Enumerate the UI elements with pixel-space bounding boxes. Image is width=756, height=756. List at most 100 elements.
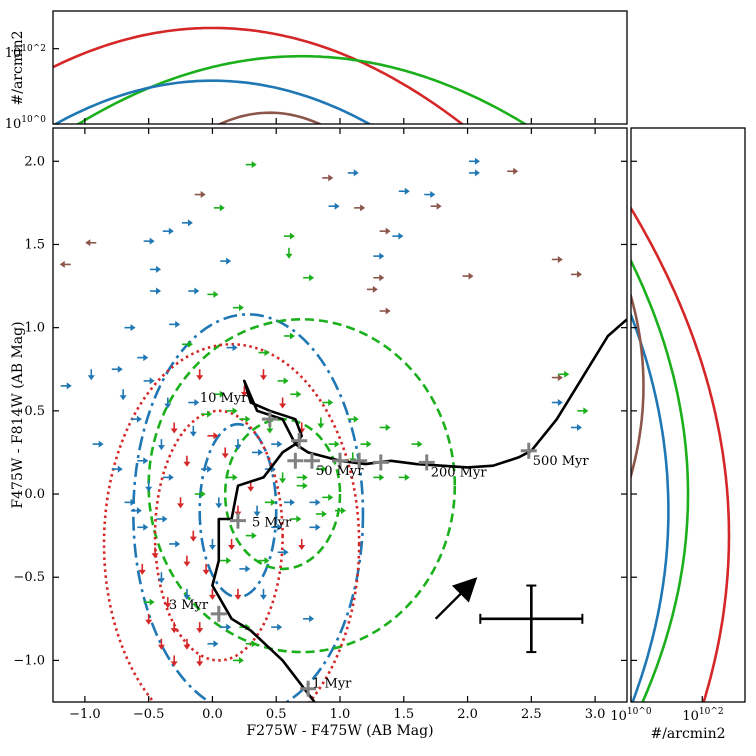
- top-curve-blue: [53, 79, 372, 124]
- limit-arrow-head: [207, 465, 213, 473]
- limit-arrow-head: [398, 232, 404, 240]
- data-point: [271, 440, 283, 448]
- data-point: [392, 232, 404, 240]
- reddening-vector: [434, 577, 478, 620]
- limit-arrow-head: [259, 375, 267, 381]
- limit-arrow-head: [557, 374, 563, 382]
- data-point: [283, 498, 295, 506]
- cluster-points: [59, 157, 589, 667]
- data-point: [164, 597, 172, 609]
- data-point: [162, 227, 174, 235]
- limit-arrow-head: [194, 287, 200, 295]
- data-point: [143, 598, 155, 606]
- data-point: [228, 538, 236, 550]
- data-point: [379, 423, 391, 431]
- data-point: [137, 354, 149, 362]
- right-marginal-panel: 1010^0 1010^2 #/arcmin2: [610, 127, 746, 742]
- data-point: [303, 274, 315, 282]
- limit-arrow-head: [157, 578, 165, 584]
- model-track: [211, 318, 627, 702]
- data-point: [111, 465, 123, 473]
- data-point: [322, 493, 334, 501]
- limit-arrow-head: [321, 510, 327, 518]
- limit-arrow-head: [232, 473, 238, 481]
- limit-arrow-head: [334, 440, 340, 448]
- xtick-label: 0.0: [202, 707, 223, 722]
- data-point: [208, 588, 216, 600]
- limit-arrow-head: [196, 661, 204, 667]
- age-label: 1 Myr: [312, 677, 352, 692]
- limit-arrow-head: [296, 390, 302, 398]
- right-curve-brown: [631, 291, 645, 481]
- limit-arrow-head: [145, 486, 153, 492]
- data-point: [277, 377, 289, 385]
- limit-arrow-head: [213, 432, 219, 440]
- limit-arrow-head: [157, 644, 165, 650]
- limit-arrow-head: [143, 523, 149, 531]
- limit-arrow-head: [143, 354, 149, 362]
- limit-arrow-head: [379, 252, 385, 260]
- data-point: [157, 572, 165, 584]
- limit-arrow-head: [117, 365, 123, 373]
- limit-arrow-head: [119, 395, 127, 401]
- data-point: [253, 505, 261, 517]
- limit-arrow-head: [196, 628, 204, 634]
- limit-arrow-head: [234, 445, 242, 451]
- limit-arrow-head: [513, 167, 519, 175]
- top-panel-frame: [52, 10, 628, 125]
- limit-arrow-head: [228, 544, 236, 550]
- data-point: [183, 588, 191, 600]
- limit-arrow-head: [468, 272, 474, 280]
- data-point: [296, 473, 308, 481]
- data-point: [183, 455, 191, 467]
- data-point: [177, 497, 185, 509]
- data-point: [170, 655, 178, 667]
- data-point: [322, 174, 334, 182]
- data-point: [283, 332, 295, 340]
- data-point: [347, 415, 359, 423]
- data-point: [137, 457, 149, 465]
- data-point: [558, 370, 570, 378]
- limit-arrow-head: [474, 157, 480, 165]
- data-point: [379, 227, 391, 235]
- data-point: [111, 365, 123, 373]
- main-color-color-panel: 1 Myr 3 Myr 5 Myr 10 Myr 50 Myr 200 Myr 500 My…: [10, 127, 628, 739]
- data-point: [271, 623, 283, 631]
- limit-arrow-head: [168, 473, 174, 481]
- data-point: [189, 425, 197, 437]
- right-curve-red: [631, 205, 731, 702]
- limit-arrow-head: [59, 260, 65, 268]
- data-point: [232, 656, 244, 664]
- data-point: [366, 285, 378, 293]
- limit-arrow-head: [149, 237, 155, 245]
- limit-arrow-head: [285, 253, 293, 259]
- data-point: [220, 623, 232, 631]
- data-point: [252, 448, 264, 456]
- data-point: [315, 465, 327, 473]
- data-point: [398, 473, 410, 481]
- reddening-vector-arrow: [434, 577, 478, 620]
- limit-arrow-head: [208, 544, 216, 550]
- limit-arrow-head: [183, 461, 191, 467]
- limit-arrow-head: [251, 532, 257, 540]
- limit-arrow-head: [164, 403, 172, 409]
- limit-arrow-head: [245, 565, 251, 573]
- data-point: [373, 252, 385, 260]
- data-point: [462, 272, 474, 280]
- data-point: [239, 565, 251, 573]
- data-point: [157, 638, 165, 650]
- data-point: [468, 157, 480, 165]
- ytick-label: 1.0: [24, 321, 45, 336]
- data-point: [258, 557, 270, 565]
- right-xtick-label-0: 1010^0: [610, 707, 652, 724]
- data-point: [258, 349, 270, 357]
- limit-arrow-head: [436, 202, 442, 210]
- data-point: [277, 548, 289, 556]
- data-point: [234, 439, 242, 451]
- ytick-label: 0.5: [24, 404, 45, 419]
- data-point: [373, 274, 385, 282]
- data-point: [130, 507, 142, 515]
- data-point: [124, 324, 136, 332]
- limit-arrow-head: [136, 507, 142, 515]
- limit-arrow-head: [366, 440, 372, 448]
